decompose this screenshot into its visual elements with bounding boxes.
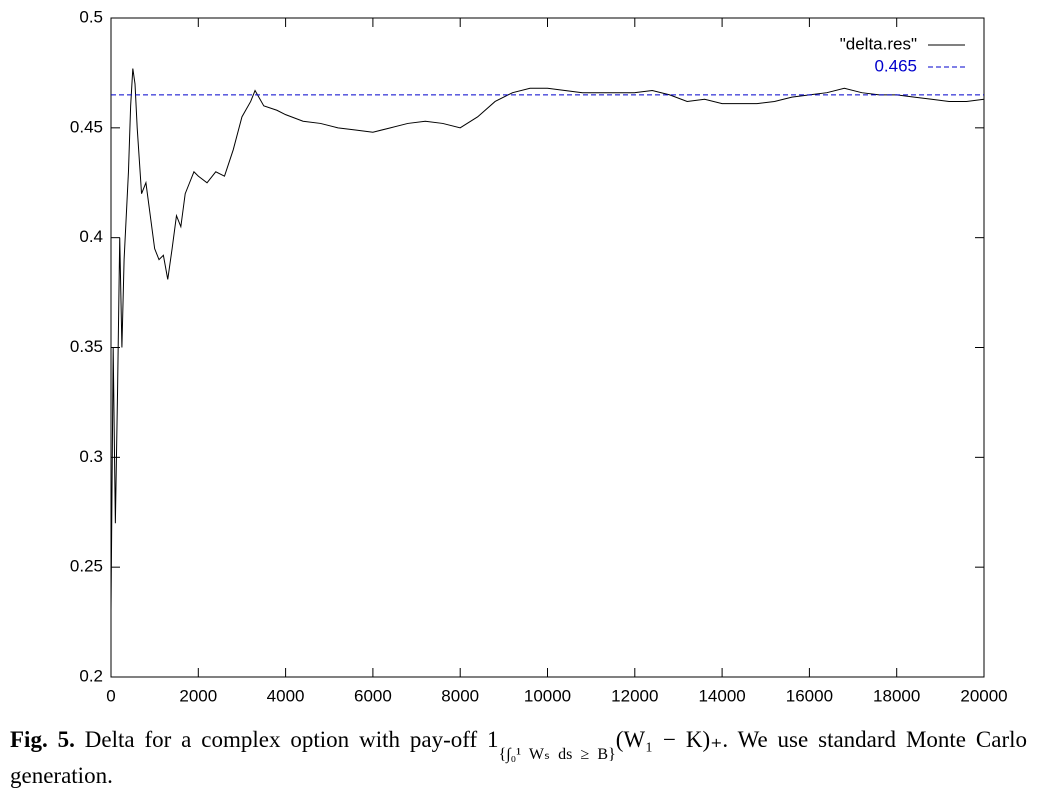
y-tick-label: 0.35	[70, 337, 103, 356]
legend-label: "delta.res"	[840, 34, 917, 53]
x-tick-label: 20000	[960, 686, 1007, 705]
series-line	[110, 68, 985, 612]
caption-text: Delta for a complex option with pay-off …	[84, 727, 499, 752]
x-tick-label: 0	[106, 686, 115, 705]
y-tick-label: 0.45	[70, 117, 103, 136]
caption-text: (W₁ − K)₊. We use standard Monte Carlo g…	[10, 727, 1027, 788]
x-tick-label: 18000	[873, 686, 920, 705]
legend-label: 0.465	[874, 56, 917, 75]
y-tick-label: 0.3	[79, 447, 103, 466]
caption: Fig. 5. Delta for a complex option with …	[10, 722, 1027, 794]
chart: 0.2 0.25 0.3 0.35 0.4 0.45 0.5 0 2000 4000 6000 800…	[70, 7, 1008, 705]
x-tick-label: 4000	[267, 686, 305, 705]
y-tick-label: 0.4	[79, 227, 103, 246]
caption-subscript: {∫₀¹ Wₛ ds ≥ B}	[498, 746, 616, 763]
x-tick-label: 8000	[441, 686, 479, 705]
y-tick-label: 0.5	[79, 7, 103, 26]
x-tick-label: 14000	[698, 686, 745, 705]
x-tick-label: 16000	[786, 686, 833, 705]
y-tick-label: 0.25	[70, 557, 103, 576]
x-tick-label: 10000	[524, 686, 571, 705]
caption-label: Fig. 5.	[10, 727, 75, 752]
x-tick-label: 2000	[179, 686, 217, 705]
x-tick-label: 6000	[354, 686, 392, 705]
x-tick-label: 12000	[611, 686, 658, 705]
y-tick-label: 0.2	[79, 666, 103, 685]
